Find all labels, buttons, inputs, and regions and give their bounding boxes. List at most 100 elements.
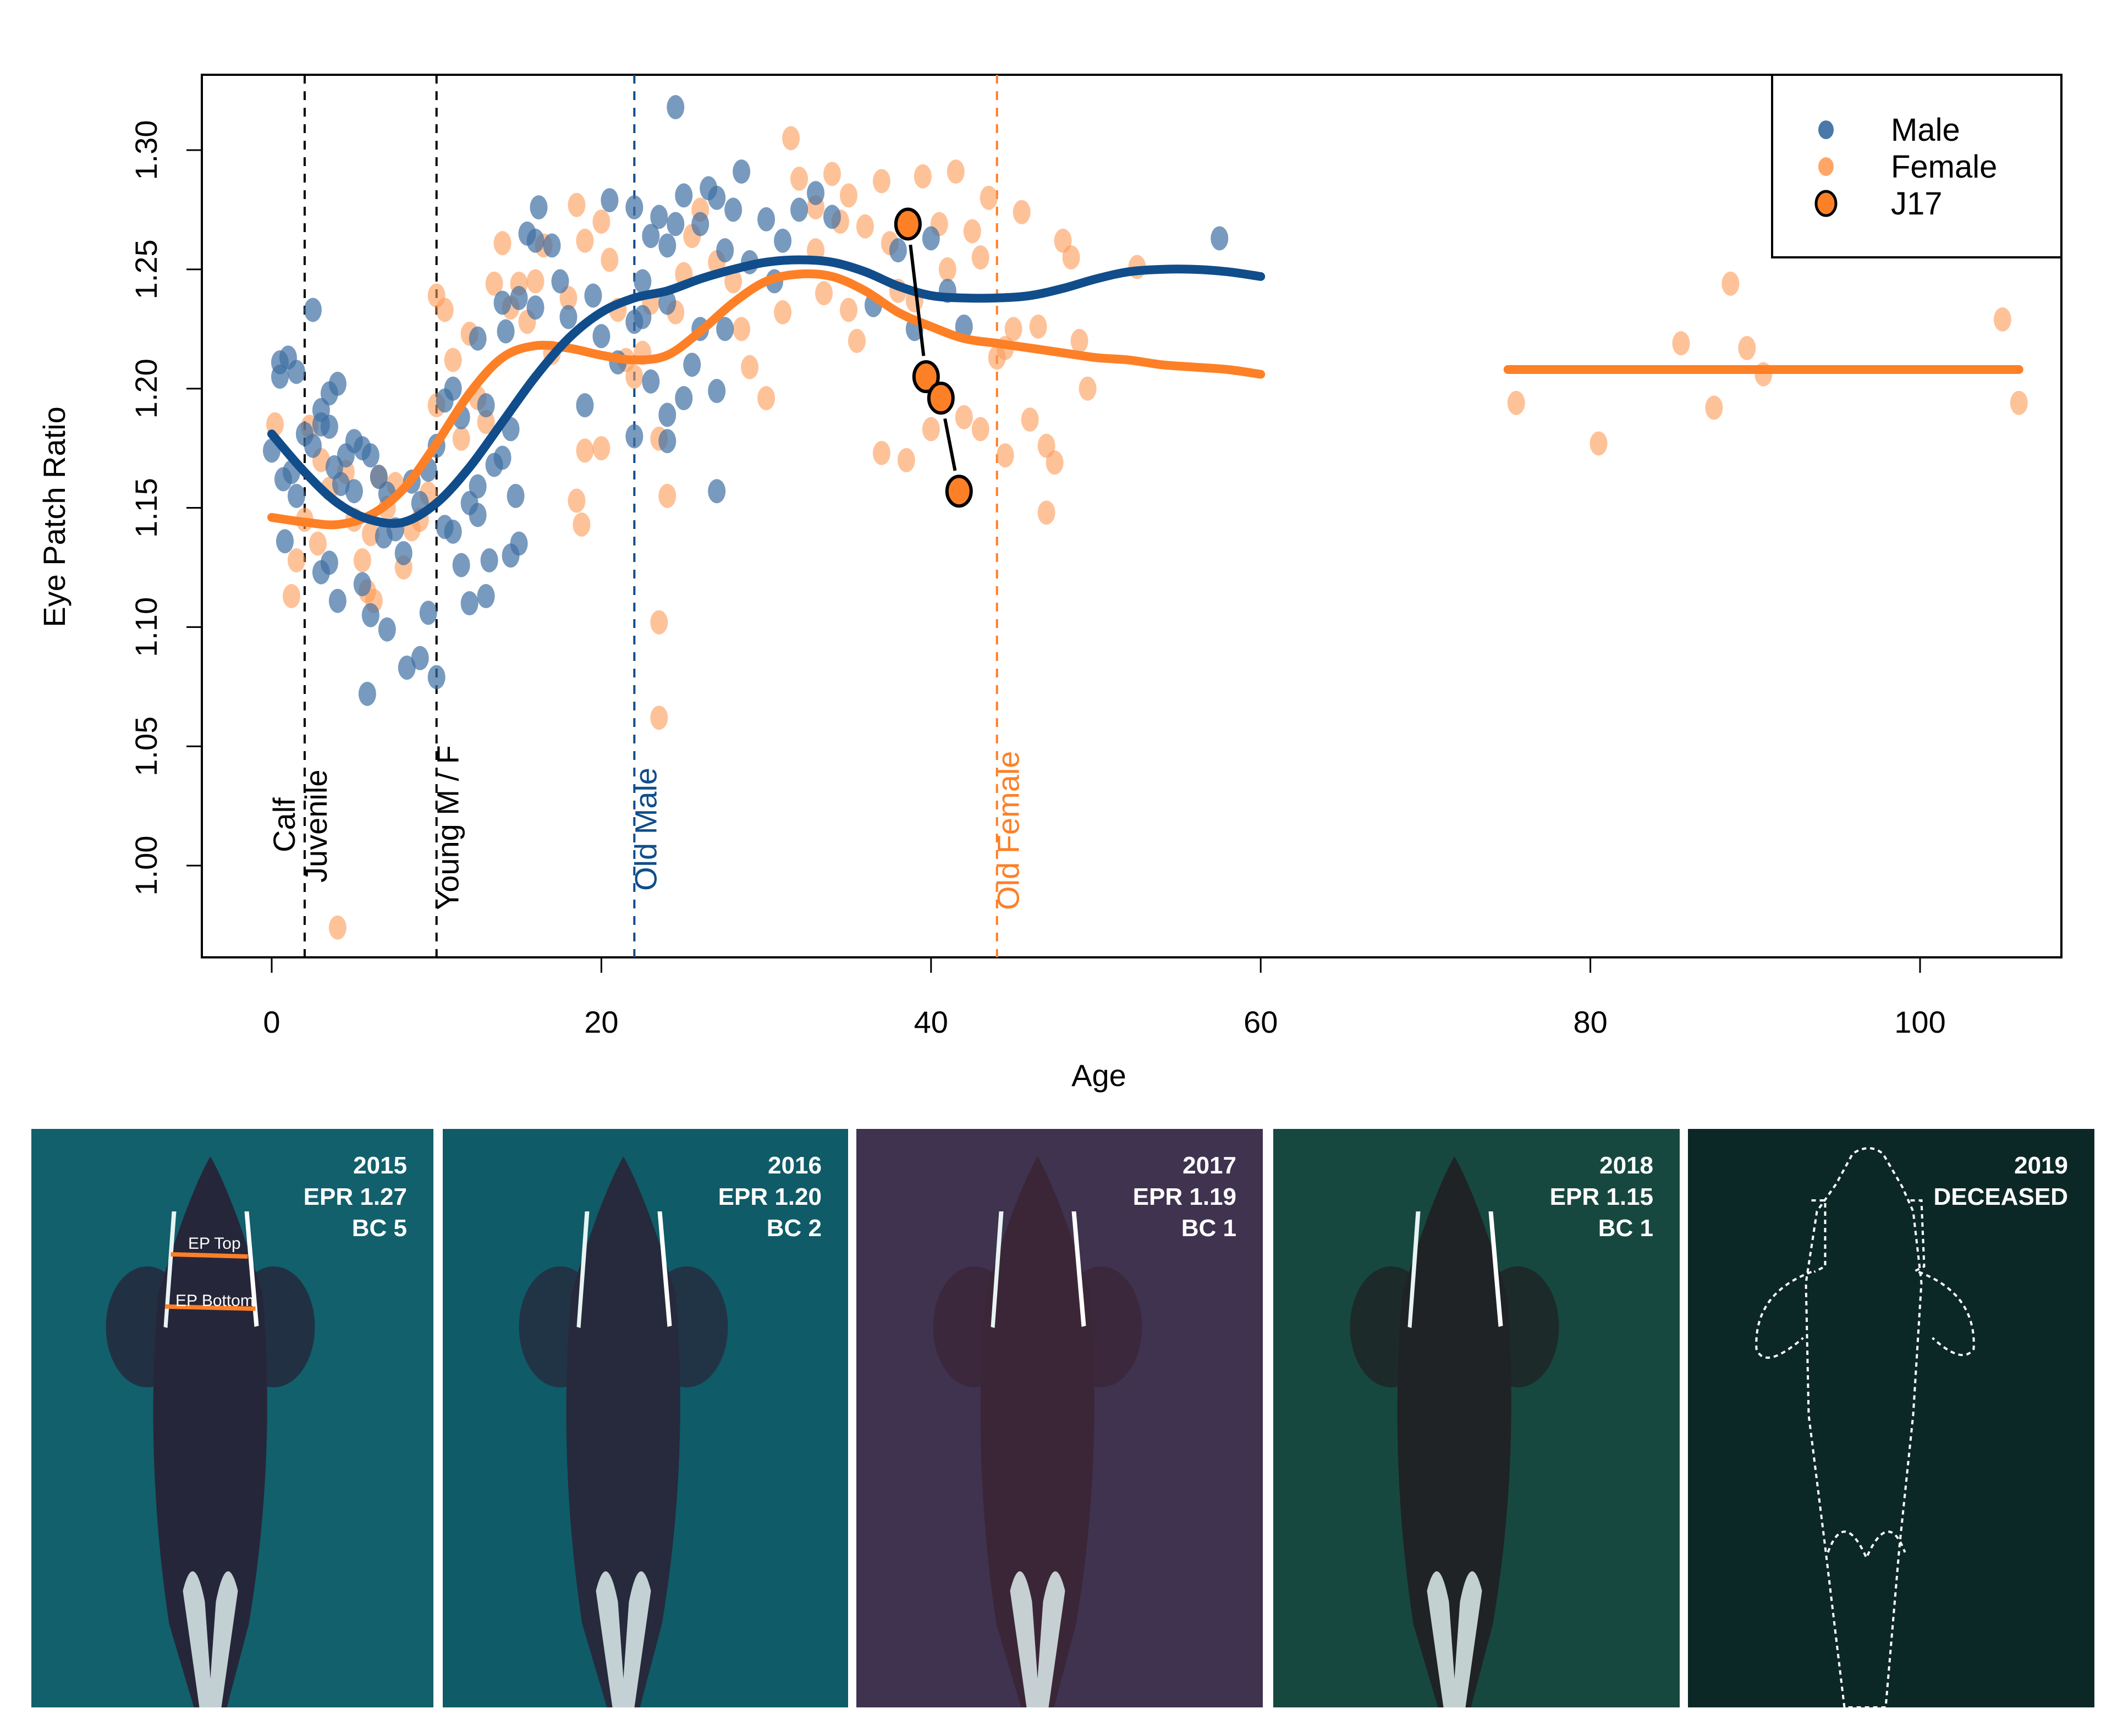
female-point xyxy=(839,183,857,208)
male-point xyxy=(889,238,907,263)
male-point xyxy=(733,159,751,184)
male-point xyxy=(276,529,294,554)
male-point xyxy=(328,588,346,613)
male-point xyxy=(507,483,525,508)
female-point xyxy=(1013,200,1031,224)
male-point xyxy=(411,646,429,670)
male-point xyxy=(625,424,644,449)
male-point xyxy=(716,238,734,263)
female-point xyxy=(1062,245,1080,270)
female-point xyxy=(328,915,346,940)
male-point xyxy=(576,393,594,418)
female-point xyxy=(452,426,470,451)
j17-point xyxy=(894,207,922,241)
female-point xyxy=(996,443,1014,468)
male-point xyxy=(358,681,376,706)
male-point xyxy=(394,541,413,565)
left-eyepatch-outline xyxy=(1811,1199,1827,1273)
j17-point xyxy=(912,360,940,394)
male-point xyxy=(398,655,416,680)
male-point xyxy=(361,443,380,468)
orca-photo xyxy=(856,1129,1263,1707)
panel-epr: EPR 1.20 xyxy=(718,1183,822,1210)
female-point xyxy=(955,405,973,429)
panel-year: 2019 xyxy=(2014,1152,2068,1179)
j17-point xyxy=(927,382,955,415)
orca-body-outline xyxy=(1805,1147,1923,1707)
panel-bc: BC 1 xyxy=(1181,1215,1236,1242)
male-point xyxy=(493,290,512,315)
stage-label-calf: Calf xyxy=(267,797,301,852)
male-point xyxy=(658,429,676,454)
saddle-patch xyxy=(183,1571,238,1707)
male-point xyxy=(444,519,462,544)
left-eyepatch xyxy=(576,1211,590,1328)
male-point xyxy=(691,212,710,236)
female-point xyxy=(1738,335,1756,360)
female-point xyxy=(856,214,874,239)
male-point xyxy=(530,195,548,220)
male-point xyxy=(477,393,495,418)
legend-label-j17: J17 xyxy=(1891,186,1943,222)
male-point xyxy=(658,233,676,258)
ep-bottom-label: EP Bottom xyxy=(175,1292,254,1310)
panel-bc: BC 2 xyxy=(766,1215,822,1242)
female-point xyxy=(733,317,751,341)
plot-frame xyxy=(201,74,2062,958)
female-point xyxy=(477,410,495,434)
male-point xyxy=(634,269,652,294)
female-point xyxy=(823,162,841,186)
male-point xyxy=(287,483,305,508)
female-point xyxy=(815,281,833,306)
saddle-patch xyxy=(1010,1571,1065,1707)
male-point xyxy=(650,205,668,229)
orca-photo xyxy=(1273,1129,1680,1707)
female-point xyxy=(573,512,591,537)
female-point xyxy=(568,192,586,217)
male-point xyxy=(452,553,470,577)
x-tick-label: 0 xyxy=(263,1005,280,1039)
male-point xyxy=(658,403,676,427)
ep-top-label: EP Top xyxy=(188,1235,241,1253)
male-point xyxy=(419,600,437,625)
male-smooth-line xyxy=(267,255,1266,528)
left-eyepatch xyxy=(1407,1211,1421,1328)
ep-bottom-line xyxy=(165,1304,256,1311)
orca-body xyxy=(153,1156,267,1707)
left-eyepatch xyxy=(991,1211,1004,1328)
female-point xyxy=(790,167,809,191)
panel-bc: BC 1 xyxy=(1598,1215,1653,1242)
male-point xyxy=(353,572,371,597)
male-point xyxy=(469,503,487,527)
y-tick-label: 1.25 xyxy=(129,239,163,299)
x-axis-label: Age xyxy=(1071,1058,1126,1093)
female-point xyxy=(650,610,668,635)
photo-panel-2017: 2017 EPR 1.19 BC 1 xyxy=(856,1129,1263,1707)
male-point xyxy=(361,603,380,627)
orca-body xyxy=(980,1156,1094,1707)
female-point xyxy=(922,417,940,442)
panel-bc: BC 5 xyxy=(351,1215,407,1242)
right-eyepatch xyxy=(1488,1211,1503,1327)
male-point xyxy=(304,433,322,458)
female-point xyxy=(1029,314,1047,339)
orca-outline xyxy=(1688,1129,2094,1707)
male-point xyxy=(510,285,528,310)
male-point xyxy=(526,228,544,253)
stage-label-old-male: Old Male xyxy=(628,768,663,891)
y-axis-label: Eye Patch Ratio xyxy=(37,406,72,627)
legend-label-female: Female xyxy=(1891,149,1997,185)
male-point xyxy=(328,372,346,396)
female-point xyxy=(2010,390,2028,415)
male-point xyxy=(642,224,660,249)
j17-point xyxy=(945,475,973,508)
male-point xyxy=(708,479,726,504)
female-point xyxy=(1672,331,1690,356)
female-point xyxy=(1037,500,1055,525)
ep-top-line xyxy=(170,1252,248,1259)
female-point xyxy=(650,706,668,730)
male-point xyxy=(625,195,644,220)
orca-body xyxy=(566,1156,680,1707)
male-point xyxy=(493,445,512,470)
